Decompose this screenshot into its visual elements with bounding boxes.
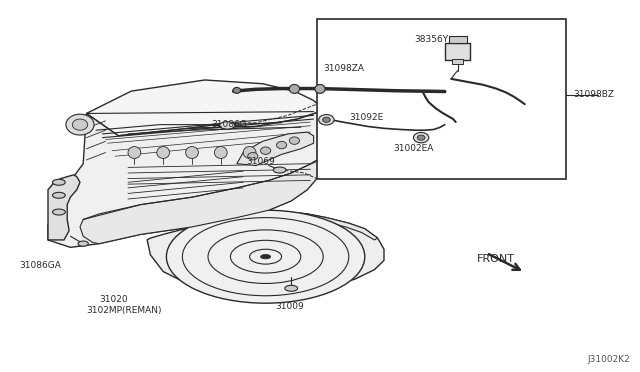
- Polygon shape: [237, 132, 314, 166]
- Ellipse shape: [186, 147, 198, 158]
- Bar: [317, 19, 566, 179]
- Text: J31002K2: J31002K2: [588, 355, 630, 364]
- Ellipse shape: [214, 147, 227, 158]
- Ellipse shape: [289, 84, 300, 93]
- Bar: [449, 36, 467, 43]
- Ellipse shape: [319, 115, 334, 125]
- Text: 31098ZA: 31098ZA: [323, 64, 364, 73]
- Text: 31002EA: 31002EA: [394, 144, 434, 153]
- Text: 31086G: 31086G: [211, 120, 247, 129]
- Polygon shape: [147, 210, 384, 296]
- Text: 31086GA: 31086GA: [19, 262, 61, 270]
- Ellipse shape: [315, 84, 325, 93]
- Text: FRONT: FRONT: [477, 254, 515, 263]
- Ellipse shape: [260, 147, 271, 154]
- Ellipse shape: [289, 137, 300, 144]
- Ellipse shape: [243, 147, 256, 158]
- Ellipse shape: [276, 141, 287, 149]
- Polygon shape: [48, 112, 320, 247]
- Ellipse shape: [260, 254, 271, 259]
- Ellipse shape: [248, 153, 258, 160]
- Ellipse shape: [417, 135, 425, 140]
- Polygon shape: [237, 210, 378, 240]
- Ellipse shape: [52, 179, 65, 185]
- Text: 31069: 31069: [246, 157, 275, 166]
- Text: 31009: 31009: [275, 302, 304, 311]
- Bar: [452, 59, 463, 64]
- Text: 38356Y: 38356Y: [415, 35, 449, 44]
- Ellipse shape: [273, 167, 286, 173]
- Ellipse shape: [72, 119, 88, 130]
- Ellipse shape: [323, 117, 330, 122]
- Text: 31020: 31020: [99, 295, 128, 304]
- Ellipse shape: [157, 147, 170, 158]
- Polygon shape: [86, 80, 320, 136]
- Ellipse shape: [233, 87, 241, 93]
- Bar: [445, 43, 470, 60]
- Polygon shape: [48, 175, 80, 240]
- Ellipse shape: [166, 210, 365, 303]
- Text: 31092E: 31092E: [349, 113, 383, 122]
- Ellipse shape: [128, 147, 141, 158]
- Ellipse shape: [52, 209, 65, 215]
- Ellipse shape: [66, 114, 94, 135]
- Text: 31098BZ: 31098BZ: [573, 90, 614, 99]
- Ellipse shape: [413, 132, 429, 143]
- Ellipse shape: [220, 122, 235, 129]
- Ellipse shape: [78, 241, 88, 246]
- Ellipse shape: [285, 285, 298, 291]
- Ellipse shape: [52, 192, 65, 198]
- Polygon shape: [80, 160, 320, 244]
- Text: 3102MP(REMAN): 3102MP(REMAN): [86, 306, 162, 315]
